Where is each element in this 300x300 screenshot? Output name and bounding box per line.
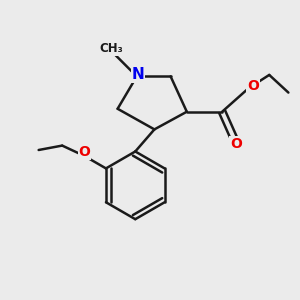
Text: CH₃: CH₃ [100, 42, 124, 55]
Text: O: O [78, 146, 90, 159]
Text: O: O [247, 79, 259, 93]
Text: N: N [132, 68, 145, 82]
Text: O: O [230, 136, 242, 151]
